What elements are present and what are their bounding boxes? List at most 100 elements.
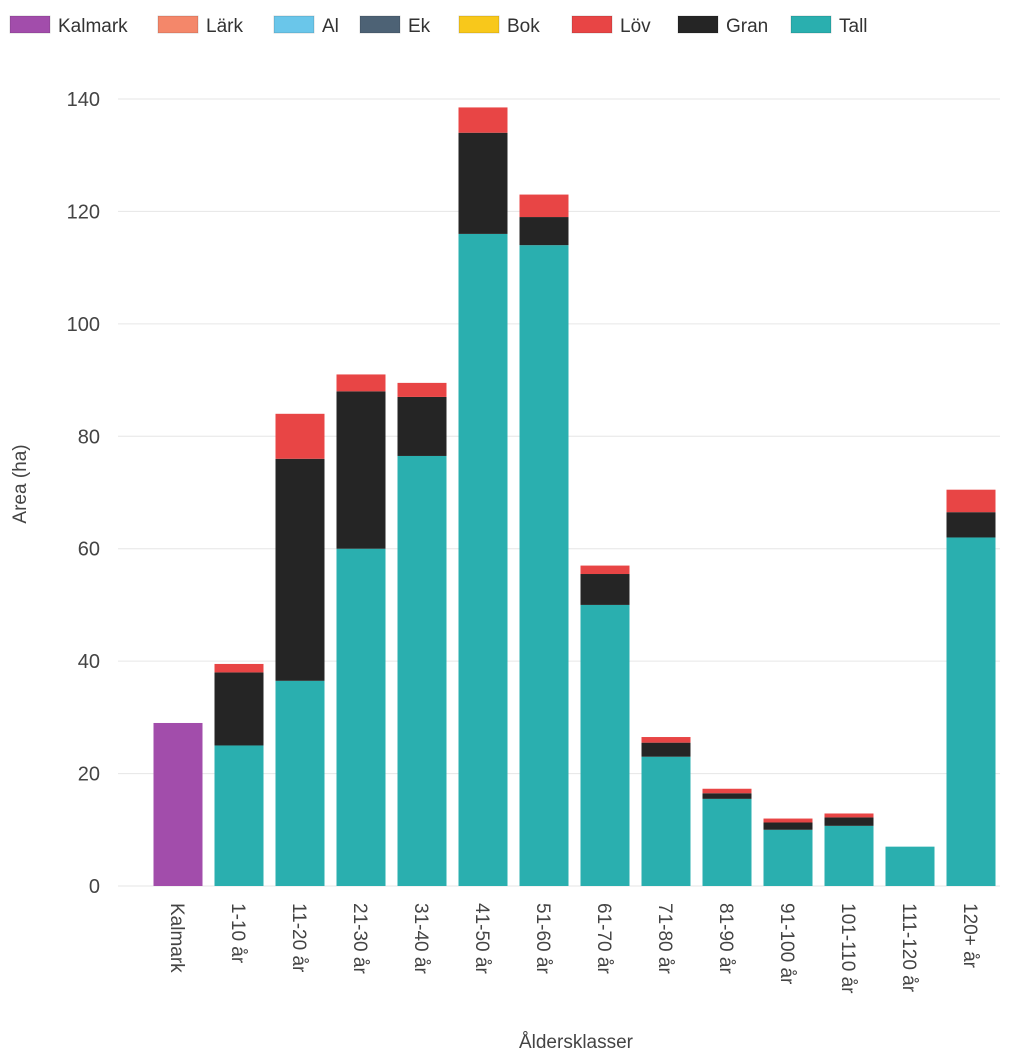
x-tick-label: 11-20 år	[288, 903, 309, 973]
bar-segment[interactable]	[702, 798, 752, 886]
bar-segment[interactable]	[580, 604, 630, 886]
y-tick-label: 100	[67, 314, 100, 336]
legend-swatch	[9, 15, 51, 34]
bar-segment[interactable]	[946, 512, 996, 538]
y-tick-label: 40	[78, 651, 100, 673]
y-tick-label: 60	[78, 539, 100, 561]
bar-segment[interactable]	[458, 132, 508, 234]
bar-segment[interactable]	[458, 233, 508, 886]
bar-segment[interactable]	[763, 818, 813, 823]
bar-stack[interactable]	[214, 663, 264, 886]
bar-segment[interactable]	[336, 548, 386, 886]
legend-item[interactable]: Tall	[790, 15, 868, 37]
legend-label: Ek	[408, 16, 431, 37]
bar-segment[interactable]	[641, 742, 691, 757]
y-tick-label: 0	[89, 876, 100, 898]
x-tick-label: Kalmark	[166, 903, 187, 973]
bar-segment[interactable]	[885, 846, 935, 886]
bar-segment[interactable]	[336, 391, 386, 549]
legend-label: Lärk	[206, 16, 243, 37]
x-tick-label: 111-120 år	[898, 903, 919, 993]
bar-stack[interactable]	[275, 413, 325, 886]
bar-segment[interactable]	[580, 565, 630, 575]
legend-item[interactable]: Al	[273, 15, 339, 37]
bar-segment[interactable]	[153, 722, 203, 886]
legend-item[interactable]: Löv	[571, 15, 651, 37]
x-tick-label: 120+ år	[959, 903, 980, 969]
bar-segment[interactable]	[824, 813, 874, 818]
legend-item[interactable]: Kalmark	[9, 15, 128, 37]
bars	[153, 107, 996, 886]
bar-segment[interactable]	[275, 458, 325, 681]
legend-swatch	[790, 15, 832, 34]
legend-label: Tall	[839, 16, 868, 37]
x-tick-label: 21-30 år	[349, 903, 370, 974]
bar-segment[interactable]	[580, 574, 630, 605]
bar-segment[interactable]	[763, 829, 813, 886]
bar-segment[interactable]	[519, 194, 569, 218]
legend-swatch	[273, 15, 315, 34]
bar-segment[interactable]	[275, 413, 325, 459]
legend-label: Gran	[726, 16, 768, 37]
bar-segment[interactable]	[397, 382, 447, 397]
bar-stack[interactable]	[885, 846, 935, 886]
legend-item[interactable]: Ek	[359, 15, 431, 37]
bar-stack[interactable]	[458, 107, 508, 886]
bar-segment[interactable]	[214, 745, 264, 886]
bar-stack[interactable]	[336, 374, 386, 886]
legend-swatch	[458, 15, 500, 34]
bar-segment[interactable]	[824, 825, 874, 886]
bar-segment[interactable]	[275, 680, 325, 886]
bar-segment[interactable]	[946, 489, 996, 513]
bar-segment[interactable]	[214, 663, 264, 673]
legend-swatch	[157, 15, 199, 34]
bar-stack[interactable]	[763, 818, 813, 886]
bar-segment[interactable]	[763, 822, 813, 830]
bar-segment[interactable]	[214, 672, 264, 746]
bar-segment[interactable]	[702, 793, 752, 799]
x-axis-label: Åldersklasser	[519, 1032, 634, 1053]
bar-segment[interactable]	[824, 817, 874, 826]
y-tick-label: 20	[78, 764, 100, 786]
bar-segment[interactable]	[397, 455, 447, 886]
x-tick-label: 41-50 år	[471, 903, 492, 974]
y-tick-label: 120	[67, 201, 100, 223]
y-tick-label: 140	[67, 89, 100, 111]
bar-stack[interactable]	[641, 737, 691, 886]
x-tick-label: 31-40 år	[410, 903, 431, 974]
legend-label: Löv	[620, 16, 651, 37]
x-tick-label: 91-100 år	[776, 903, 797, 985]
legend-swatch	[571, 15, 613, 34]
legend-label: Kalmark	[58, 16, 128, 37]
bar-segment[interactable]	[946, 537, 996, 886]
bar-segment[interactable]	[519, 217, 569, 246]
bar-segment[interactable]	[519, 245, 569, 886]
legend-label: Bok	[507, 16, 540, 37]
x-tick-label: 61-70 år	[593, 903, 614, 974]
bar-stack[interactable]	[519, 194, 569, 886]
bar-stack[interactable]	[946, 489, 996, 886]
legend-swatch	[359, 15, 401, 34]
bar-stack[interactable]	[702, 788, 752, 886]
bar-segment[interactable]	[702, 788, 752, 794]
legend-item[interactable]: Bok	[458, 15, 540, 37]
legend-item[interactable]: Lärk	[157, 15, 243, 37]
bar-stack[interactable]	[580, 565, 630, 886]
bar-segment[interactable]	[641, 737, 691, 743]
x-tick-label: 71-80 år	[654, 903, 675, 974]
legend: Kalmark Lärk Al Ek Bok Löv Gran Tall	[9, 15, 868, 37]
bar-stack[interactable]	[824, 813, 874, 886]
bar-segment[interactable]	[641, 756, 691, 886]
bar-segment[interactable]	[458, 107, 508, 133]
bar-stack[interactable]	[153, 722, 203, 886]
legend-swatch	[677, 15, 719, 34]
bar-stack[interactable]	[397, 382, 447, 886]
legend-item[interactable]: Gran	[677, 15, 768, 37]
x-tick-label: 81-90 år	[715, 903, 736, 974]
bar-segment[interactable]	[397, 396, 447, 456]
y-tick-label: 80	[78, 426, 100, 448]
bar-segment[interactable]	[336, 374, 386, 392]
x-tick-label: 1-10 år	[227, 903, 248, 964]
